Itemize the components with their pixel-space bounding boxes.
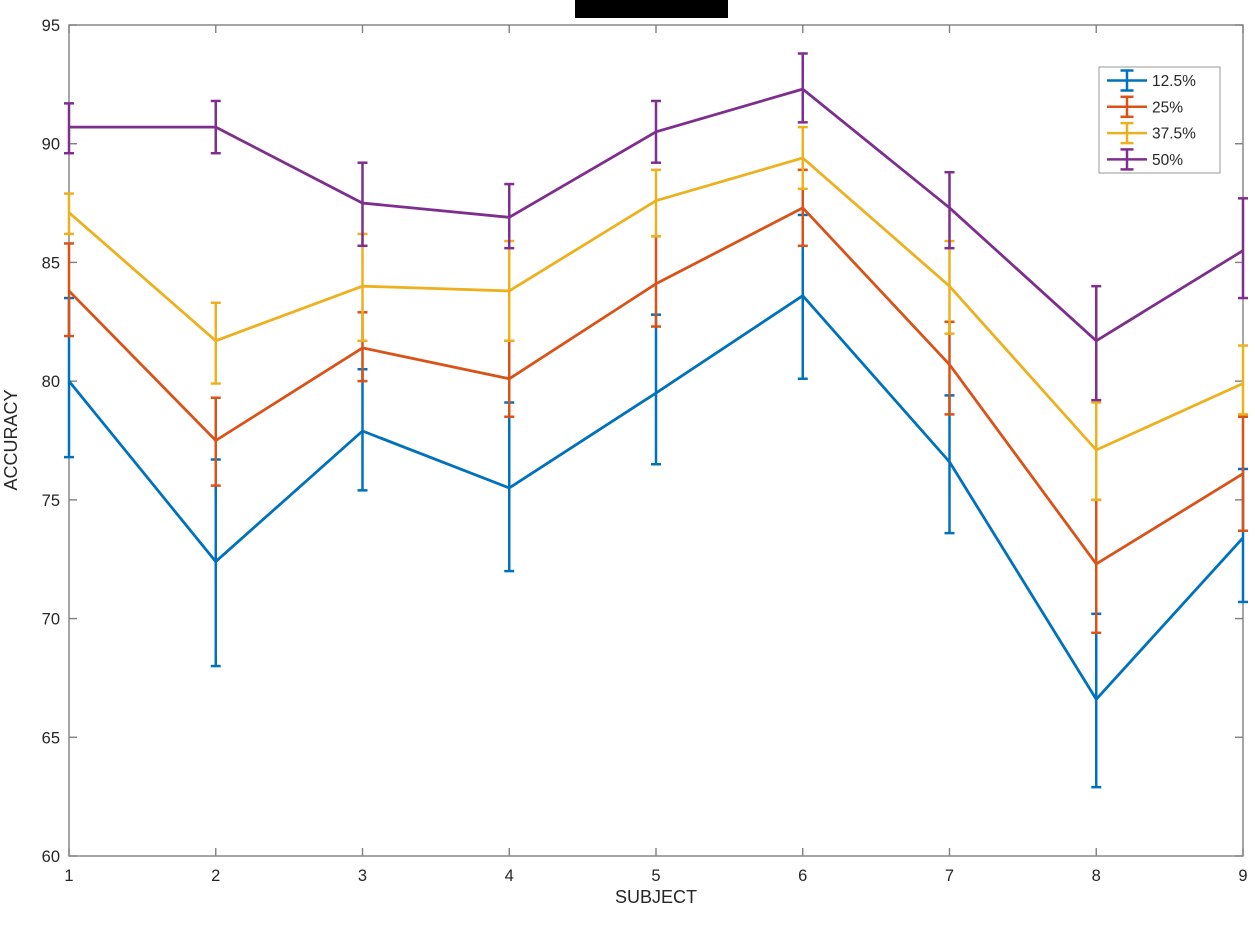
x-tick-label: 3 [358, 867, 367, 885]
error-bars-50% [64, 52, 1248, 402]
y-axis-label: ACCURACY [1, 389, 21, 490]
series-line-25% [68, 206, 1244, 566]
redacted-title-bar [575, 0, 728, 18]
legend: 12.5% 25% 37.5% 50% [1098, 66, 1221, 174]
x-tick-label: 6 [798, 867, 807, 885]
x-tick-label: 5 [651, 867, 660, 885]
series-25% [64, 168, 1248, 635]
y-tick-label: 65 [42, 729, 60, 747]
legend-label: 25% [1152, 99, 1183, 116]
x-tick-label: 1 [64, 867, 73, 885]
y-tick-label: 60 [42, 848, 60, 866]
x-tick-label: 8 [1092, 867, 1101, 885]
x-tick-label: 4 [505, 867, 514, 885]
legend-label: 37.5% [1152, 126, 1196, 143]
axis-ticks: 1 2 3 4 5 6 7 8 9 60 65 70 75 80 85 90 95 [42, 17, 1248, 885]
series-50% [64, 52, 1248, 402]
legend-entry-50%: 50% [1107, 148, 1183, 171]
error-bars-25% [64, 168, 1248, 635]
chart-render-root: 1 2 3 4 5 6 7 8 9 60 65 70 75 80 85 90 95 12.5% 25% 37.5% 50… [42, 17, 1248, 885]
series-line-37.5% [68, 156, 1244, 452]
legend-entry-37.5%: 37.5% [1107, 121, 1196, 145]
legend-label: 12.5% [1152, 73, 1196, 90]
y-tick-label: 70 [42, 611, 60, 629]
x-tick-label: 7 [945, 867, 954, 885]
y-tick-label: 95 [42, 17, 60, 35]
y-tick-label: 90 [42, 136, 60, 154]
legend-label: 50% [1152, 152, 1183, 169]
series-37.5% [64, 125, 1248, 502]
x-tick-label: 2 [211, 867, 220, 885]
x-tick-label: 9 [1238, 867, 1247, 885]
y-tick-label: 85 [42, 254, 60, 272]
legend-entry-25%: 25% [1107, 95, 1183, 119]
legend-entry-12.5%: 12.5% [1107, 69, 1196, 92]
series-line-50% [69, 87, 1244, 343]
y-tick-label: 80 [42, 373, 60, 391]
y-tick-label: 75 [42, 492, 60, 510]
x-axis-label: SUBJECT [615, 887, 697, 907]
series-line-12.5% [67, 294, 1245, 701]
legend-box [1098, 66, 1221, 174]
